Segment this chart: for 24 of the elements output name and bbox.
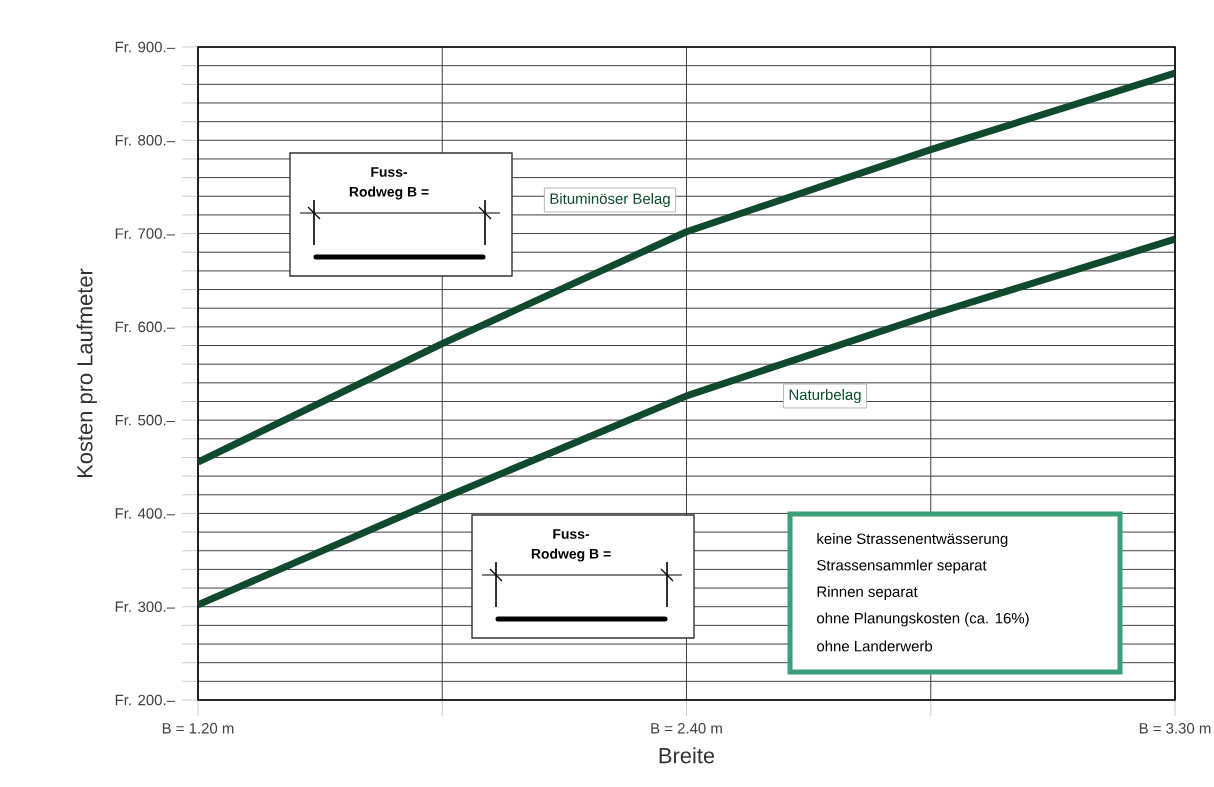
annotation: Strassensammler separat: [817, 559, 987, 574]
y-tick-label: Fr. 800.–: [115, 134, 175, 146]
annotation: Rinnen separat: [817, 586, 918, 600]
annotation: Rodweg B =: [349, 186, 429, 200]
y-tick-label: Fr. 900.–: [115, 41, 175, 53]
series-label: Naturbelag: [789, 389, 861, 403]
annotation: ohne Landerwerb: [817, 640, 933, 652]
y-tick-label: Fr. 300.–: [115, 601, 175, 613]
x-tick-label: B = 2.40 m: [651, 723, 722, 734]
annotation: Fuss-: [371, 167, 408, 177]
y-axis-title: Kosten pro Laufmeter: [76, 268, 97, 478]
series-label: Bituminöser Belag: [550, 193, 670, 207]
y-tick-label: Fr. 700.–: [115, 228, 175, 239]
y-tick-label: Fr. 600.–: [115, 321, 175, 333]
x-axis-title: Breite: [659, 747, 715, 764]
annotation: Rodweg B =: [531, 548, 611, 562]
annotation: ohne Planungskosten (ca. 16%): [817, 612, 1029, 627]
y-tick-label: Fr. 500.–: [115, 414, 175, 426]
y-tick-label: Fr. 400.–: [115, 508, 175, 519]
x-tick-label: B = 1.20 m: [162, 723, 234, 734]
x-tick-label: B = 3.30 m: [1139, 723, 1211, 734]
annotation: Fuss-: [553, 529, 590, 539]
y-tick-label: Fr. 200.–: [115, 694, 175, 706]
annotation: keine Strassenentwässerung: [817, 533, 1008, 547]
